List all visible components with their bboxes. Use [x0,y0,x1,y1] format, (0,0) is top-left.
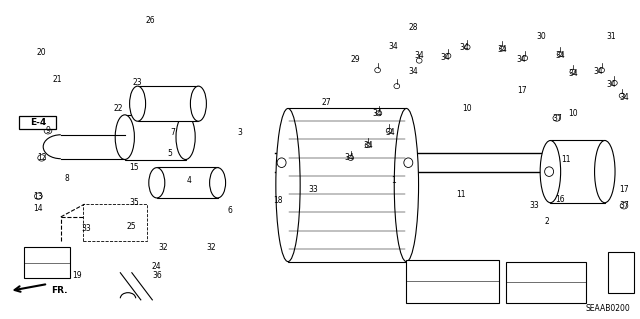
Text: E-4: E-4 [29,118,46,127]
Ellipse shape [115,115,134,160]
Bar [550,140,605,203]
Bar [125,115,186,160]
Text: 21: 21 [53,75,62,84]
Text: 33: 33 [308,185,319,194]
Text: 19: 19 [72,271,82,280]
Text: 6: 6 [228,206,233,215]
Text: 4: 4 [186,176,191,185]
Bar [506,262,586,303]
Bar [138,86,198,121]
Text: 22: 22 [114,104,123,113]
Bar [19,116,56,129]
Ellipse shape [545,167,554,176]
Bar [24,247,70,278]
Text: 11: 11 [562,155,571,164]
Text: 24: 24 [152,262,162,271]
Bar [83,204,147,241]
Text: 34: 34 [388,42,399,51]
Bar [157,167,218,198]
Bar [288,108,406,262]
Text: 20: 20 [36,48,47,57]
Text: 18: 18 [274,197,283,205]
Text: 34: 34 [440,53,450,62]
Ellipse shape [553,115,561,121]
Ellipse shape [210,168,226,198]
Text: 8: 8 [65,174,70,183]
Text: 9: 9 [45,126,51,135]
Bar [406,260,499,303]
Text: 17: 17 [516,86,527,95]
Text: 32: 32 [158,243,168,252]
Text: 11: 11 [456,190,465,199]
Text: 30: 30 [536,32,546,41]
Ellipse shape [38,155,45,161]
Text: 12: 12 [37,153,46,162]
Text: 34: 34 [459,43,469,52]
Text: 34: 34 [619,93,629,102]
Text: 34: 34 [516,55,527,63]
Ellipse shape [149,168,165,198]
Ellipse shape [540,140,561,203]
Text: 33: 33 [81,224,92,233]
Text: 34: 34 [497,45,508,54]
Ellipse shape [404,158,413,167]
Text: 34: 34 [363,141,373,150]
Ellipse shape [277,158,286,167]
Text: 34: 34 [385,128,396,137]
Text: 15: 15 [129,163,140,172]
Text: 34: 34 [372,109,383,118]
Text: 37: 37 [552,114,562,122]
Ellipse shape [35,193,42,199]
Text: 3: 3 [237,128,243,137]
Text: 17: 17 [619,185,629,194]
Text: 7: 7 [170,128,175,137]
Text: 34: 34 [344,153,354,162]
Text: 1: 1 [391,176,396,185]
Text: 34: 34 [414,51,424,60]
Text: 26: 26 [145,16,156,25]
Ellipse shape [394,108,419,262]
Ellipse shape [276,108,300,262]
Text: 5: 5 [167,149,172,158]
Text: 34: 34 [593,67,604,76]
Text: 10: 10 [568,109,578,118]
Ellipse shape [191,86,206,121]
Text: 34: 34 [408,67,418,76]
Text: 2: 2 [545,217,550,226]
Text: 34: 34 [555,51,565,60]
Text: 27: 27 [321,98,332,107]
Text: 29: 29 [350,55,360,63]
Text: 14: 14 [33,204,44,213]
Text: 32: 32 [206,243,216,252]
Text: 16: 16 [555,195,565,204]
Text: 34: 34 [606,80,616,89]
Text: 33: 33 [529,201,540,210]
Text: 25: 25 [126,222,136,231]
Text: 31: 31 [606,32,616,41]
Text: 36: 36 [152,271,162,280]
Text: SEAAB0200: SEAAB0200 [586,304,630,313]
Text: FR.: FR. [51,286,68,295]
Text: 10: 10 [462,104,472,113]
Ellipse shape [595,140,615,203]
Text: 13: 13 [33,192,44,201]
Text: 34: 34 [568,69,578,78]
Bar [608,252,634,293]
Text: 37: 37 [619,201,629,210]
Text: 28: 28 [408,23,417,32]
Text: 23: 23 [132,78,143,87]
Ellipse shape [129,86,146,121]
Ellipse shape [176,115,195,160]
Text: 35: 35 [129,198,140,207]
Ellipse shape [620,203,628,209]
Ellipse shape [44,128,52,134]
